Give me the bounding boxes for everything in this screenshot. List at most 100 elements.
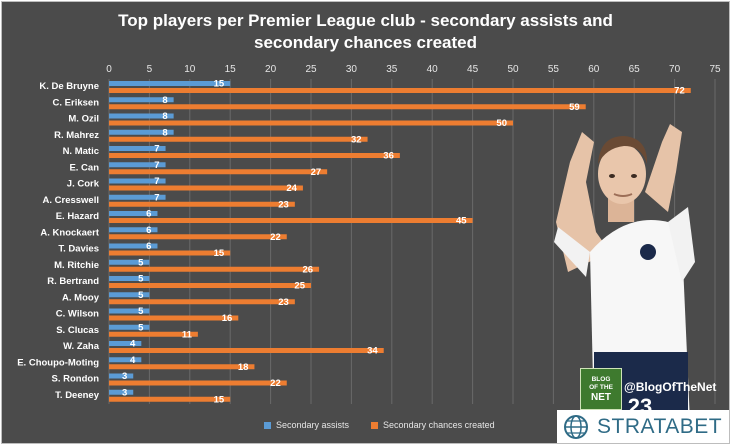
x-tick-label: 30 (346, 64, 358, 75)
data-label-chances: 11 (182, 329, 193, 340)
data-label-chances: 23 (278, 199, 289, 210)
data-label-assists: 5 (138, 290, 144, 301)
data-label-assists: 4 (130, 355, 136, 366)
bar-secondary-assists (109, 389, 134, 395)
bar-secondary-assists (109, 162, 166, 168)
bar-secondary-assists (109, 227, 158, 233)
bar-secondary-assists (109, 341, 142, 346)
globe-icon (564, 415, 588, 439)
category-labels: K. De Bruyne C. Eriksen M. Ozil R. Mahrez N.… (17, 81, 100, 401)
data-label-assists: 7 (154, 160, 159, 171)
legend-label-assists: Secondary assists (276, 420, 350, 430)
bar-secondary-assists (109, 113, 174, 119)
x-tick-label: 50 (507, 64, 519, 75)
bar-secondary-assists (109, 194, 166, 200)
x-tick-label: 55 (548, 64, 560, 75)
bar-secondary-chances (109, 218, 473, 223)
blog-of-the-net-logo: BLOG OF THE NET (580, 368, 622, 410)
chart-title: Top players per Premier League club - se… (2, 10, 729, 54)
blog-logo-bottom: NET (591, 391, 611, 403)
bar-secondary-chances (109, 396, 231, 402)
category-label: M. Ritchie (54, 260, 99, 271)
data-label-chances: 15 (214, 394, 225, 405)
blog-logo-top: BLOG (591, 375, 611, 383)
data-label-chances: 34 (367, 346, 378, 357)
category-label: E. Can (69, 162, 99, 173)
legend-item-secondary-assists: Secondary assists (264, 420, 349, 430)
bar-secondary-chances (109, 283, 311, 288)
bar-secondary-chances (109, 88, 691, 93)
bar-secondary-chances (109, 185, 303, 191)
category-label: A. Knockaert (40, 227, 99, 238)
category-label: R. Bertrand (47, 276, 99, 287)
bar-secondary-assists (109, 129, 174, 135)
bar-secondary-chances (109, 315, 239, 321)
category-label: A. Cresswell (43, 195, 100, 206)
x-tick-label: 70 (669, 64, 681, 75)
blog-logo-mid: OF THE (589, 383, 613, 391)
chart-title-line-1: Top players per Premier League club - se… (118, 11, 613, 30)
brand-name: STRATABET (597, 415, 723, 438)
x-tick-label: 75 (709, 64, 721, 75)
x-tick-label: 45 (467, 64, 479, 75)
bar-secondary-chances (109, 153, 400, 158)
x-axis-ticks: 0 5 10 15 20 25 30 35 40 45 50 55 60 65 70 75 (106, 64, 721, 75)
data-label-assists: 6 (146, 225, 151, 236)
player-photo: 23 (554, 124, 695, 422)
bar-secondary-chances (109, 234, 287, 240)
bar-secondary-chances (109, 136, 368, 142)
bar-secondary-chances (109, 348, 384, 353)
data-label-assists: 15 (214, 79, 225, 90)
chart-title-line-2: secondary chances created (253, 33, 477, 52)
data-label-chances: 72 (674, 86, 685, 97)
category-label: K. De Bruyne (39, 81, 99, 92)
data-label-chances: 22 (270, 232, 281, 243)
x-tick-label: 65 (629, 64, 641, 75)
bars (109, 81, 691, 402)
data-label-chances: 50 (496, 118, 507, 129)
bar-secondary-assists (109, 243, 158, 249)
x-tick-label: 5 (147, 64, 153, 75)
data-label-assists: 3 (122, 387, 127, 398)
chart-legend: Secondary assists Secondary chances crea… (264, 420, 495, 430)
data-label-chances: 26 (303, 264, 314, 275)
category-label: S. Rondon (52, 374, 100, 385)
x-tick-label: 15 (225, 64, 237, 75)
bar-secondary-chances (109, 201, 295, 207)
bar-secondary-assists (109, 308, 150, 314)
data-label-assists: 5 (138, 322, 144, 333)
data-label-chances: 25 (294, 281, 305, 292)
data-label-chances: 15 (214, 248, 225, 259)
category-label: T. Davies (58, 244, 99, 255)
data-label-assists: 5 (138, 257, 144, 268)
bar-secondary-chances (109, 250, 231, 256)
data-label-chances: 36 (383, 151, 394, 162)
category-label: T. Deeney (55, 390, 100, 401)
bar-secondary-chances (109, 104, 586, 110)
x-tick-label: 40 (427, 64, 439, 75)
bar-secondary-assists (109, 211, 158, 216)
bar-secondary-assists (109, 97, 174, 103)
bar-secondary-chances (109, 169, 328, 175)
category-label: C. Wilson (56, 309, 99, 320)
bar-secondary-assists (109, 178, 166, 184)
data-label-chances: 16 (222, 313, 233, 324)
category-label: J. Cork (67, 179, 100, 190)
legend-swatch-orange (371, 421, 379, 429)
x-tick-label: 0 (106, 64, 112, 75)
data-label-assists: 7 (154, 144, 159, 155)
x-tick-label: 35 (386, 64, 398, 75)
category-label: M. Ozil (68, 114, 99, 125)
bar-secondary-assists (109, 81, 231, 86)
data-label-assists: 5 (138, 306, 144, 317)
data-label-assists: 8 (162, 111, 167, 122)
bar-secondary-assists (109, 357, 142, 363)
data-label-assists: 4 (130, 339, 136, 350)
bar-secondary-assists (109, 292, 150, 298)
data-label-assists: 7 (154, 176, 159, 187)
legend-swatch-blue (264, 421, 271, 429)
x-tick-label: 60 (588, 64, 600, 75)
data-label-assists: 7 (154, 192, 159, 203)
data-label-chances: 45 (456, 216, 467, 227)
